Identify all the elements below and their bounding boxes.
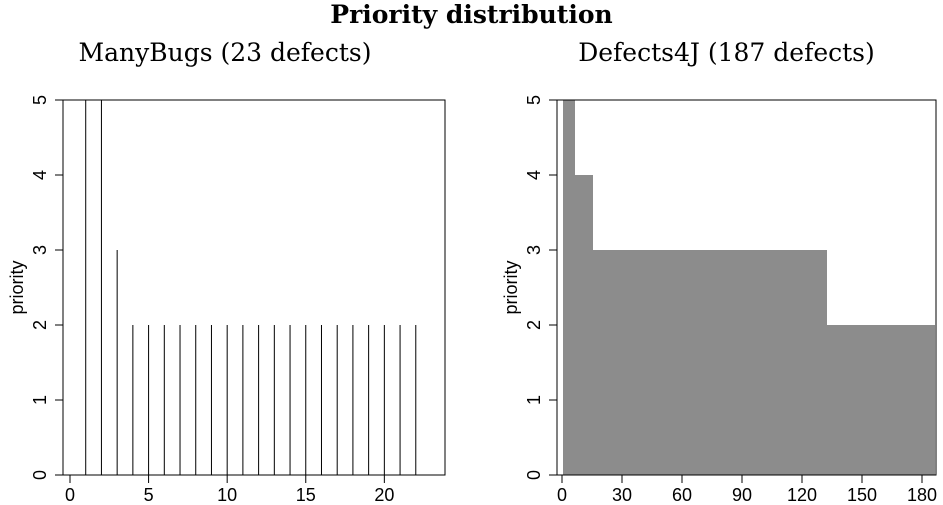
y-tick-label: 2 [30, 320, 50, 330]
y-tick-label: 4 [30, 170, 50, 180]
x-tick-label: 15 [296, 485, 316, 505]
y-tick-label: 3 [524, 245, 544, 255]
x-tick-label: 10 [217, 485, 237, 505]
y-tick-label: 5 [30, 95, 50, 105]
y-tick-label: 1 [30, 395, 50, 405]
y-tick-label: 5 [524, 95, 544, 105]
panel-title-defects4j: Defects4J (187 defects) [578, 38, 875, 67]
plot-frame [62, 99, 446, 476]
y-tick-label: 0 [524, 470, 544, 480]
y-axis-label: priority [501, 260, 521, 314]
x-tick-label: 5 [144, 485, 154, 505]
y-tick-label: 4 [524, 170, 544, 180]
y-tick-label: 3 [30, 245, 50, 255]
panel-manybugs: 0 1 2 3 4 5 0 5 10 15 20 priority [7, 95, 446, 505]
x-tick-label: 20 [374, 485, 394, 505]
y-tick-label: 0 [30, 470, 50, 480]
plot-frame [556, 99, 937, 476]
x-tick-label: 30 [612, 485, 632, 505]
panel-title-manybugs: ManyBugs (23 defects) [78, 38, 372, 67]
x-tick-label: 150 [847, 485, 877, 505]
x-tick-label: 60 [672, 485, 692, 505]
panel-defects4j: 0 1 2 3 4 5 0 30 60 90 120 150 180 priority [501, 95, 937, 505]
chart-title: Priority distribution [330, 0, 613, 29]
x-tick-label: 120 [787, 485, 817, 505]
y-tick-label: 2 [524, 320, 544, 330]
x-tick-label: 180 [907, 485, 937, 505]
x-tick-label: 0 [557, 485, 567, 505]
y-axis-label: priority [7, 260, 27, 314]
y-tick-label: 1 [524, 395, 544, 405]
x-tick-label: 0 [65, 485, 75, 505]
x-tick-label: 90 [732, 485, 752, 505]
